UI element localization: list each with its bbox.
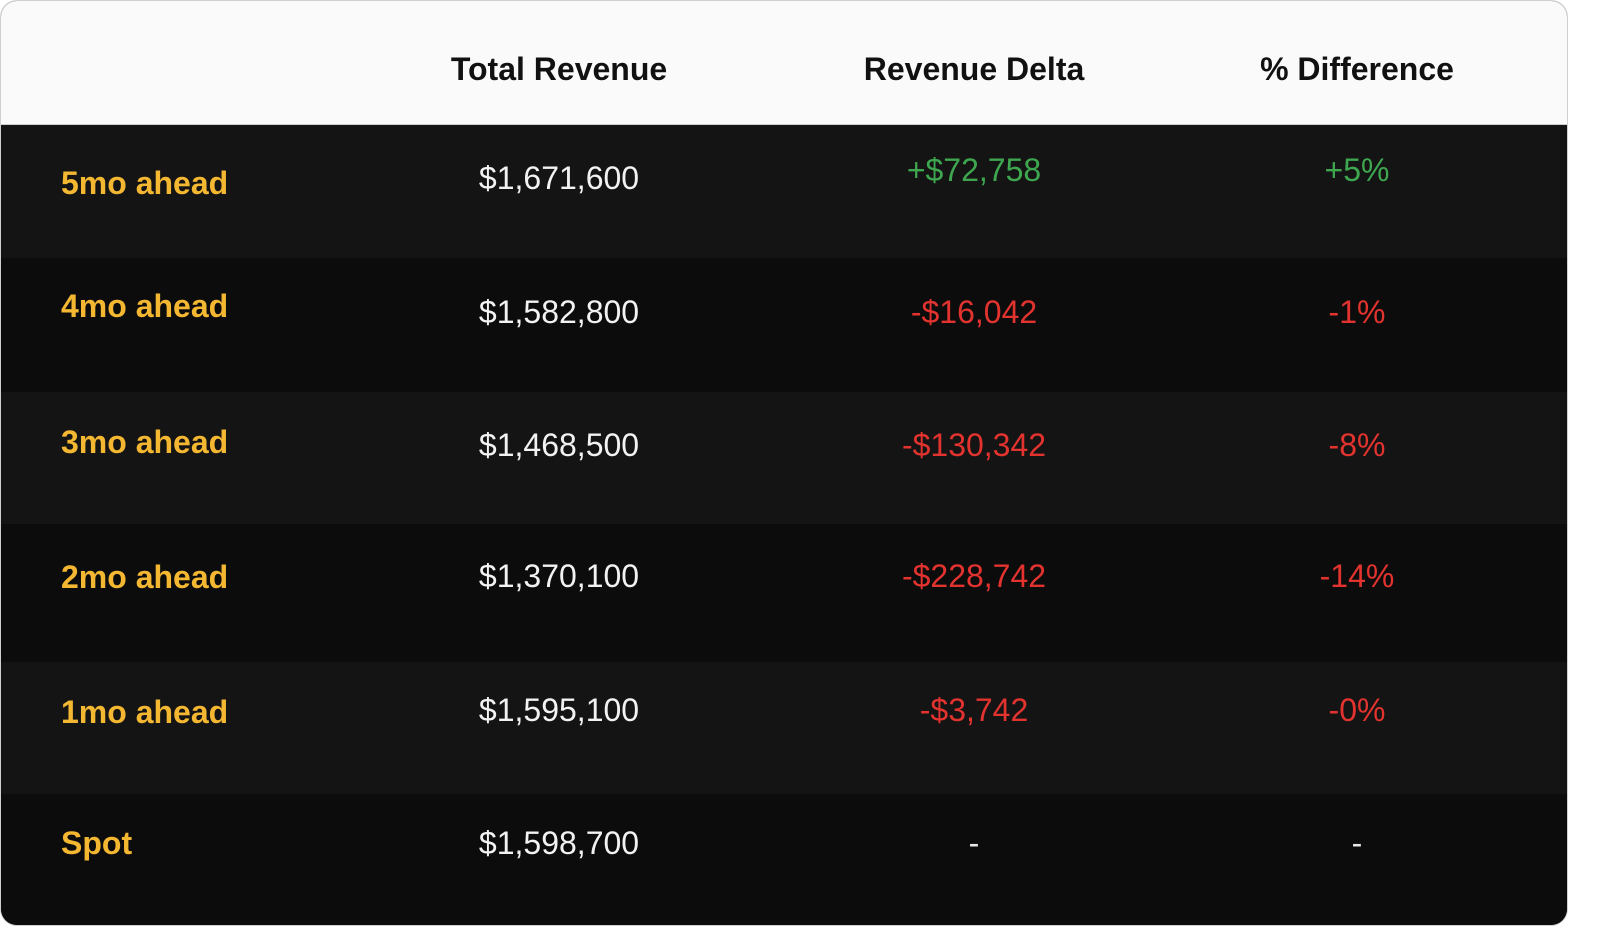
pct-difference-cell: -8%: [1328, 427, 1386, 463]
total-revenue-cell: $1,598,700: [478, 825, 640, 861]
total-revenue-cell: $1,468,500: [478, 427, 640, 463]
revenue-delta-cell: -$16,042: [910, 294, 1038, 330]
pct-difference-cell: -0%: [1328, 692, 1386, 728]
row-label: 4mo ahead: [61, 288, 229, 324]
revenue-delta-cell: +$72,758: [906, 152, 1042, 188]
table-row: 1mo ahead $1,595,100 -$3,742 -0%: [1, 662, 1567, 795]
table-header-row: Total Revenue Revenue Delta % Difference: [1, 1, 1567, 125]
total-revenue-cell: $1,370,100: [478, 558, 640, 594]
header-total-revenue: Total Revenue: [450, 51, 668, 87]
table-row: 2mo ahead $1,370,100 -$228,742 -14%: [1, 524, 1567, 663]
header-pct-difference: % Difference: [1260, 51, 1454, 87]
pct-difference-cell: -14%: [1319, 558, 1395, 594]
total-revenue-cell: $1,595,100: [478, 692, 640, 728]
pct-difference-cell: +5%: [1324, 152, 1390, 188]
revenue-delta-cell: -: [968, 825, 980, 861]
table-row: 4mo ahead $1,582,800 -$16,042 -1%: [1, 258, 1567, 393]
row-label: 1mo ahead: [61, 694, 229, 730]
revenue-delta-cell: -$130,342: [901, 427, 1047, 463]
revenue-delta-cell: -$3,742: [919, 692, 1029, 728]
pct-difference-cell: -: [1351, 825, 1363, 861]
row-label: 3mo ahead: [61, 424, 229, 460]
row-label: 2mo ahead: [61, 559, 229, 595]
total-revenue-cell: $1,671,600: [478, 160, 640, 196]
table-row: Spot $1,598,700 - -: [1, 794, 1567, 925]
row-label: Spot: [61, 825, 133, 861]
total-revenue-cell: $1,582,800: [478, 294, 640, 330]
revenue-table: Total Revenue Revenue Delta % Difference…: [1, 1, 1567, 925]
table-row: 5mo ahead $1,671,600 +$72,758 +5%: [1, 125, 1567, 259]
pct-difference-cell: -1%: [1328, 294, 1386, 330]
header-revenue-delta: Revenue Delta: [863, 51, 1085, 87]
table-row: 3mo ahead $1,468,500 -$130,342 -8%: [1, 392, 1567, 525]
revenue-delta-cell: -$228,742: [901, 558, 1047, 594]
row-label: 5mo ahead: [61, 165, 229, 201]
